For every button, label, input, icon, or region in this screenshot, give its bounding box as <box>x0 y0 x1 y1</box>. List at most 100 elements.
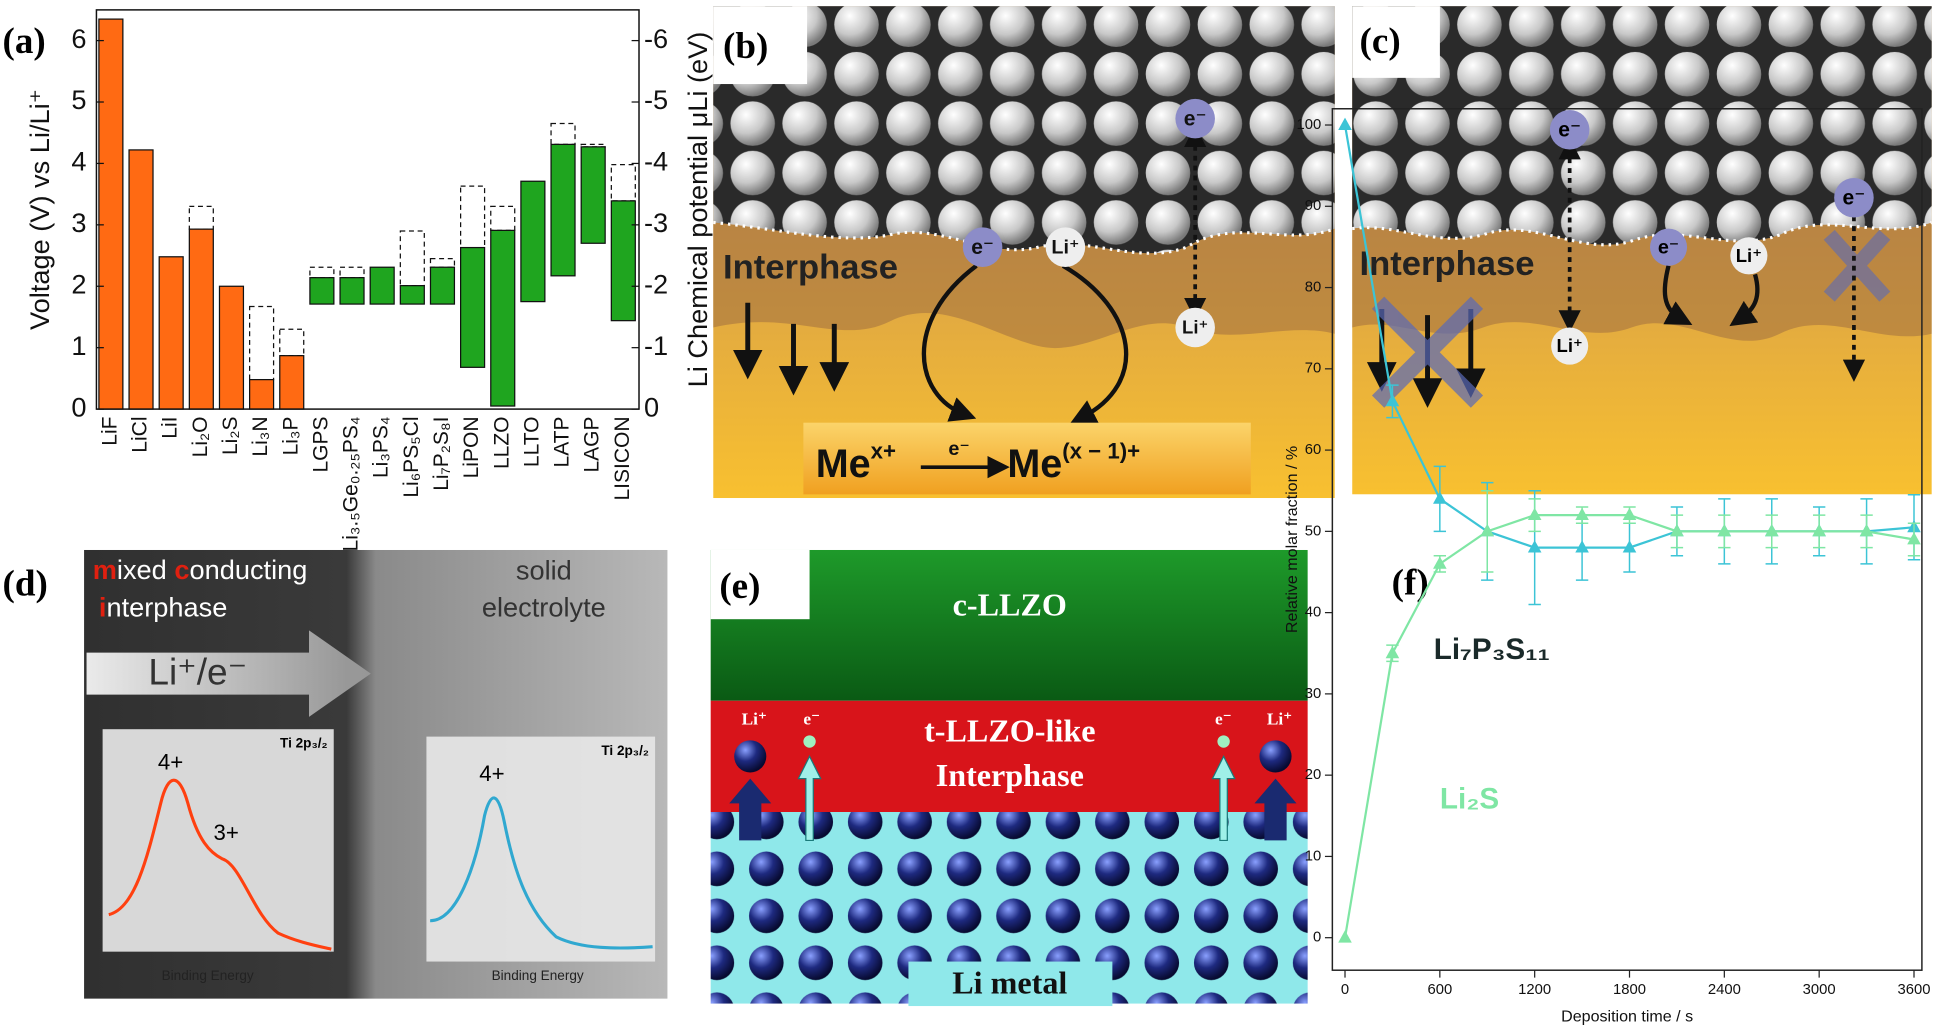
point <box>1527 540 1542 553</box>
point <box>1859 523 1874 537</box>
label-backdrop <box>908 961 1113 1007</box>
point <box>1622 507 1637 521</box>
x-tick-label: Li₃.₅Ge₀.₂₅PS₄ <box>340 417 363 552</box>
plot-frame <box>1331 108 1923 971</box>
electron-arrow <box>797 755 822 842</box>
left-title: interphase <box>99 592 228 623</box>
electron-label: e⁻ <box>1658 237 1679 259</box>
electron-sphere <box>962 227 1003 267</box>
boundary <box>713 220 1335 255</box>
bar-extension <box>339 266 365 279</box>
x-tick-label: Li₇P₂S₈I <box>430 417 453 491</box>
peak-label: 3+ <box>214 820 239 845</box>
bar <box>369 266 395 305</box>
orbital-label: Ti 2p₃/₂ <box>601 743 649 758</box>
point <box>1670 523 1684 537</box>
point <box>1480 523 1495 537</box>
ion-sphere <box>1730 237 1768 275</box>
x-tick-label: Li₃N <box>249 417 272 457</box>
bar <box>490 229 516 407</box>
point <box>1338 930 1352 943</box>
orbital-label: Ti 2p₃/₂ <box>280 736 328 751</box>
ion-label: Li⁺ <box>1557 335 1583 356</box>
block-cross <box>1823 229 1891 302</box>
panel-label: (e) <box>719 566 760 607</box>
bar <box>399 285 425 305</box>
layer-label: t-LLZO-like <box>924 713 1095 749</box>
layer-label: Li metal <box>952 965 1067 1001</box>
point <box>1527 507 1542 521</box>
spectrum-left <box>108 778 332 951</box>
title-initial: i <box>99 592 107 623</box>
interphase-label: Interphase <box>1360 245 1535 283</box>
x-tick-label: Li₃P <box>279 417 302 456</box>
formula-right: Me <box>1007 443 1062 487</box>
x-tick-label: LISICON <box>611 417 634 501</box>
panel-label: (c) <box>1360 21 1401 62</box>
bar <box>610 200 636 322</box>
right-title: solid <box>516 554 572 585</box>
y-axis-label: Voltage (V) vs Li/Li⁺ <box>24 89 55 330</box>
bar <box>339 277 365 305</box>
ion-path <box>1729 273 1760 327</box>
c-llzo-layer <box>710 549 1308 701</box>
bar-extension <box>550 122 576 146</box>
series-label: Li₂S <box>1440 783 1499 816</box>
y-tick-label: 1 <box>71 330 86 361</box>
electrode-spheres <box>1352 6 1932 245</box>
y-tick-label: 5 <box>71 84 86 115</box>
peak-label: 4+ <box>479 761 504 786</box>
point <box>1812 523 1826 537</box>
panel-d: mixed conducting interphase solid electr… <box>84 549 668 999</box>
electron <box>803 735 816 748</box>
bar-extension <box>490 205 516 231</box>
ion-label: Li⁺ <box>742 710 767 729</box>
x-tick-label: LiF <box>98 417 121 446</box>
bar-extension <box>399 230 425 287</box>
y-tick-label: 100 <box>1296 117 1321 133</box>
formula-left-charge: x+ <box>871 438 896 463</box>
y-tick-label: 50 <box>1305 523 1322 539</box>
y-tick-label: 70 <box>1305 361 1322 377</box>
electron-label: e⁻ <box>1843 187 1866 210</box>
series-line <box>1343 513 1915 938</box>
formula-box <box>803 422 1251 495</box>
electron-sphere <box>1175 98 1215 139</box>
label-box <box>1352 6 1440 78</box>
electron-path <box>921 263 978 422</box>
transport-arrow <box>86 630 371 717</box>
bar-extension <box>279 328 305 357</box>
right-title: electrolyte <box>482 592 606 623</box>
x-tick-label: 2400 <box>1708 982 1741 998</box>
left-title: mixed conducting <box>93 554 308 585</box>
inset-xlabel: Binding Energy <box>162 968 254 983</box>
label-box <box>710 549 810 620</box>
y-tick-label: 40 <box>1305 605 1322 621</box>
x-tick-label: 3600 <box>1897 982 1930 998</box>
bar <box>520 180 546 303</box>
x-axis-label: Deposition time / s <box>1561 1007 1693 1025</box>
point <box>1385 393 1400 407</box>
x-tick-label: LiPON <box>460 417 483 479</box>
title-initial: m <box>93 554 117 585</box>
x-tick-label: Li₆PS₅Cl <box>400 417 423 498</box>
bar-extension <box>429 258 456 268</box>
electron-sphere <box>1834 177 1874 218</box>
panel-label: (d) <box>3 564 48 605</box>
x-tick-label: Li₂O <box>189 417 212 458</box>
bar <box>188 228 214 410</box>
inset-left <box>102 729 334 952</box>
electron <box>1217 735 1230 748</box>
bar <box>429 266 456 305</box>
y-tick-label: 30 <box>1305 686 1322 702</box>
y2-tick-label: -6 <box>644 23 668 54</box>
layer-label: Interphase <box>936 757 1084 793</box>
point <box>1338 117 1352 130</box>
y-tick-label: 20 <box>1305 767 1322 783</box>
y2-axis-label: Li Chemical potential μLi (eV) <box>682 32 713 388</box>
interphase-label: Interphase <box>723 249 898 287</box>
panel-b: Interphase e⁻ Li⁺ e⁻ Li⁺ Mex+ e⁻ Me(x − … <box>713 6 1335 499</box>
point <box>1622 540 1637 553</box>
bar <box>279 355 305 410</box>
